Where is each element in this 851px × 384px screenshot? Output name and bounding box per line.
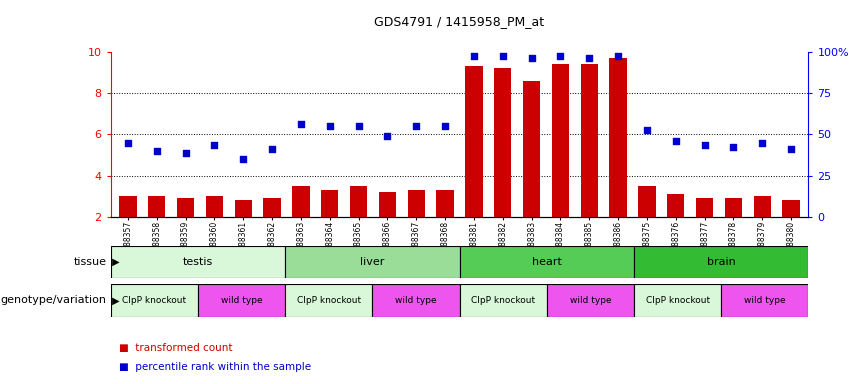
Bar	[148, 196, 165, 217]
Point	[266, 146, 279, 152]
Bar	[523, 81, 540, 217]
Text: ■  percentile rank within the sample: ■ percentile rank within the sample	[119, 362, 311, 372]
Bar	[460, 284, 546, 317]
Bar	[638, 186, 655, 217]
Text: heart: heart	[532, 257, 562, 267]
Bar	[379, 192, 396, 217]
Bar	[494, 68, 511, 217]
Bar	[350, 186, 368, 217]
Text: genotype/variation: genotype/variation	[0, 295, 106, 306]
Point	[756, 140, 769, 146]
Bar	[408, 190, 425, 217]
Bar	[460, 246, 634, 278]
Text: GDS4791 / 1415958_PM_at: GDS4791 / 1415958_PM_at	[374, 15, 545, 28]
Point	[554, 53, 568, 59]
Point	[323, 123, 337, 129]
Text: liver: liver	[360, 257, 385, 267]
Text: ▶: ▶	[109, 257, 119, 267]
Bar	[321, 190, 339, 217]
Bar	[177, 199, 194, 217]
Bar	[721, 284, 808, 317]
Point	[611, 53, 625, 59]
Bar	[235, 200, 252, 217]
Text: ClpP knockout: ClpP knockout	[471, 296, 535, 305]
Point	[380, 133, 394, 139]
Bar	[634, 246, 808, 278]
Bar	[285, 246, 460, 278]
Bar	[264, 199, 281, 217]
Text: testis: testis	[183, 257, 213, 267]
Point	[179, 150, 192, 156]
Text: ClpP knockout: ClpP knockout	[123, 296, 186, 305]
Point	[208, 142, 221, 148]
Bar	[206, 196, 223, 217]
Bar	[580, 64, 598, 217]
Text: wild type: wild type	[569, 296, 611, 305]
Bar	[551, 64, 569, 217]
Point	[237, 156, 250, 162]
Bar	[546, 284, 634, 317]
Text: ClpP knockout: ClpP knockout	[297, 296, 361, 305]
Point	[467, 53, 481, 59]
Bar	[725, 199, 742, 217]
Point	[496, 53, 510, 59]
Bar	[197, 284, 285, 317]
Bar	[119, 196, 136, 217]
Point	[698, 142, 711, 148]
Point	[294, 121, 308, 127]
Point	[438, 123, 452, 129]
Text: wild type: wild type	[220, 296, 262, 305]
Bar	[783, 200, 800, 217]
Point	[121, 140, 134, 146]
Bar	[696, 199, 713, 217]
Point	[525, 55, 539, 61]
Text: tissue: tissue	[73, 257, 106, 267]
Bar	[111, 246, 285, 278]
Bar	[437, 190, 454, 217]
Bar	[292, 186, 310, 217]
Text: ■  transformed count: ■ transformed count	[119, 343, 232, 353]
Point	[409, 123, 423, 129]
Text: wild type: wild type	[395, 296, 437, 305]
Bar	[667, 194, 684, 217]
Point	[351, 123, 365, 129]
Point	[582, 55, 596, 61]
Text: ▶: ▶	[109, 295, 119, 306]
Bar	[465, 66, 483, 217]
Text: ClpP knockout: ClpP knockout	[646, 296, 710, 305]
Point	[150, 148, 163, 154]
Bar	[754, 196, 771, 217]
Bar	[372, 284, 460, 317]
Bar	[285, 284, 373, 317]
Text: brain: brain	[707, 257, 735, 267]
Point	[785, 146, 798, 152]
Bar	[634, 284, 721, 317]
Bar	[609, 58, 627, 217]
Bar	[111, 284, 197, 317]
Text: wild type: wild type	[744, 296, 785, 305]
Point	[669, 137, 683, 144]
Point	[727, 144, 740, 150]
Point	[640, 127, 654, 133]
